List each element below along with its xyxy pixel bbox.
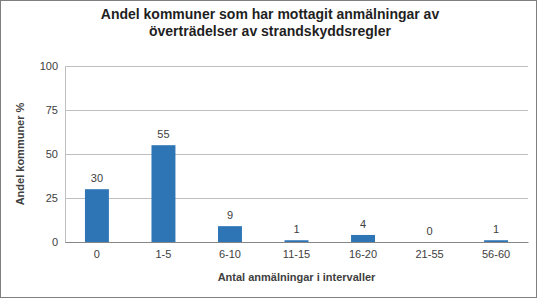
tick-label: 75: [46, 104, 58, 116]
bar: [85, 189, 109, 242]
bar: [418, 242, 442, 243]
y-axis-title: Andel kommuner %: [14, 102, 26, 205]
data-label: 1: [493, 223, 499, 235]
bar: [484, 240, 508, 242]
x-axis: 0 1-5 6-10 11-15 16-20 21-55 56-60: [66, 242, 529, 260]
bar: [218, 226, 242, 242]
tick: 1-5: [156, 242, 172, 260]
tick: 100: [40, 60, 65, 72]
title: Andel kommuner som har mottagit anmälnin…: [101, 6, 440, 39]
tick: 25: [46, 192, 65, 204]
y-axis: 0 25 50 75 100: [40, 60, 66, 248]
grid: [65, 66, 528, 242]
bar: [285, 240, 309, 242]
tick-label: 0: [52, 236, 58, 248]
bar: [351, 235, 375, 242]
tick-label: 11-15: [283, 248, 310, 260]
tick: 0: [52, 236, 65, 248]
data-label: 1: [293, 223, 299, 235]
tick-label: 25: [46, 192, 58, 204]
tick-label: 100: [40, 60, 58, 72]
axis-line: [65, 67, 66, 243]
axis-line: [66, 242, 529, 243]
grid-line: [65, 198, 528, 199]
data-labels: 30 55 9 1 4 0 1: [91, 128, 499, 237]
tick-label: 56-60: [482, 248, 510, 260]
tick: 50: [46, 148, 65, 160]
tick: 16-20: [349, 242, 377, 260]
tick-label: 16-20: [349, 248, 377, 260]
tick: 6-10: [219, 242, 241, 260]
tick: 21-55: [415, 242, 443, 260]
data-label: 55: [157, 128, 169, 140]
grid-line: [65, 110, 528, 111]
chart-frame: [1, 1, 537, 298]
tick: 0: [94, 242, 100, 260]
data-label: 0: [426, 225, 432, 237]
data-label: 4: [360, 218, 366, 230]
tick-label: 21-55: [415, 248, 443, 260]
tick-label: 1-5: [156, 248, 172, 260]
data-label: 9: [227, 209, 233, 221]
chart: 0 25 50 75 100 0 1-5 6-10 11-15 16-20 21-55 56-60 30…: [0, 0, 537, 298]
tick-label: 0: [94, 248, 100, 260]
tick-label: 6-10: [219, 248, 241, 260]
tick: 56-60: [482, 242, 510, 260]
tick-label: 50: [46, 148, 58, 160]
bars: [85, 145, 508, 242]
data-label: 30: [91, 172, 103, 184]
grid-line: [65, 66, 528, 67]
bar: [151, 145, 175, 242]
x-axis-title: Antal anmälningar i intervaller: [218, 271, 376, 283]
grid-line: [65, 154, 528, 155]
tick: 11-15: [283, 242, 310, 260]
tick: 75: [46, 104, 65, 116]
